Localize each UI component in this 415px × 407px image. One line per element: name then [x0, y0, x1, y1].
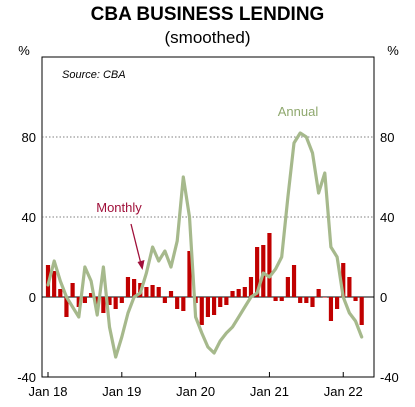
bar-monthly — [82, 297, 87, 303]
bar-monthly — [267, 233, 272, 297]
x-tick-label: Jan 18 — [28, 384, 67, 399]
bar-monthly — [181, 297, 186, 311]
bar-monthly — [156, 287, 161, 297]
y-tick-label-left: 40 — [22, 210, 36, 225]
bar-monthly — [218, 297, 223, 307]
bar-monthly — [113, 297, 118, 309]
bar-monthly — [359, 297, 364, 325]
bar-monthly — [58, 289, 63, 297]
bar-monthly — [353, 297, 358, 301]
bar-monthly — [322, 297, 327, 298]
bar-monthly — [95, 297, 100, 307]
bar-monthly — [162, 297, 167, 303]
bar-monthly — [261, 245, 266, 297]
annotation-monthly-arrow — [130, 223, 142, 265]
bar-monthly — [279, 297, 284, 301]
y-tick-label-left: 80 — [22, 130, 36, 145]
bar-monthly — [224, 297, 229, 305]
bar-monthly — [335, 297, 340, 309]
bar-monthly — [132, 279, 137, 297]
bar-monthly — [273, 297, 278, 301]
bar-monthly — [285, 277, 290, 297]
chart-subtitle: (smoothed) — [164, 28, 251, 47]
bar-monthly — [107, 297, 112, 305]
annotation-annual: Annual — [278, 104, 319, 119]
bar-monthly — [291, 265, 297, 297]
y-unit-right: % — [387, 43, 399, 58]
bar-monthly — [52, 271, 57, 297]
bar-monthly — [236, 289, 241, 297]
bar-monthly — [150, 285, 155, 297]
annotation-monthly: Monthly — [96, 200, 142, 215]
y-tick-label-right: 80 — [380, 130, 394, 145]
y-unit-left: % — [18, 43, 30, 58]
bar-monthly — [119, 297, 124, 303]
bar-monthly — [70, 283, 75, 297]
bar-monthly — [144, 287, 149, 297]
x-tick-label: Jan 22 — [324, 384, 363, 399]
x-tick-label: Jan 21 — [250, 384, 289, 399]
chart-title: CBA BUSINESS LENDING — [90, 4, 325, 25]
source-note: Source: CBA — [62, 69, 126, 81]
y-tick-label-left: -40 — [17, 370, 36, 385]
bar-monthly — [310, 297, 315, 307]
bar-monthly — [328, 297, 334, 321]
annotation-monthly-arrowhead — [137, 260, 145, 270]
bar-monthly — [248, 277, 254, 297]
bar-monthly — [316, 289, 321, 297]
bar-monthly — [230, 291, 235, 297]
bar-monthly — [101, 297, 106, 313]
y-tick-label-left: 0 — [29, 290, 36, 305]
bar-monthly — [88, 293, 94, 297]
bar-monthly — [175, 297, 180, 309]
y-tick-label-right: 40 — [380, 210, 394, 225]
x-tick-label: Jan 19 — [102, 384, 141, 399]
bar-monthly — [76, 297, 81, 307]
bar-monthly — [168, 291, 174, 297]
bar-monthly — [199, 297, 204, 325]
bar-monthly — [211, 297, 217, 315]
y-tick-label-right: -40 — [380, 370, 399, 385]
bar-monthly — [242, 287, 247, 297]
bar-monthly — [298, 297, 303, 303]
bar-monthly — [347, 277, 352, 297]
bar-monthly — [125, 277, 131, 297]
bar-monthly — [341, 263, 346, 297]
x-tick-label: Jan 20 — [176, 384, 215, 399]
bar-monthly — [205, 297, 211, 317]
bar-monthly — [255, 247, 260, 297]
bar-monthly — [304, 297, 309, 303]
line-annual — [46, 131, 364, 359]
bar-monthly — [64, 297, 69, 317]
bar-monthly — [187, 251, 192, 297]
y-tick-label-right: 0 — [380, 290, 387, 305]
